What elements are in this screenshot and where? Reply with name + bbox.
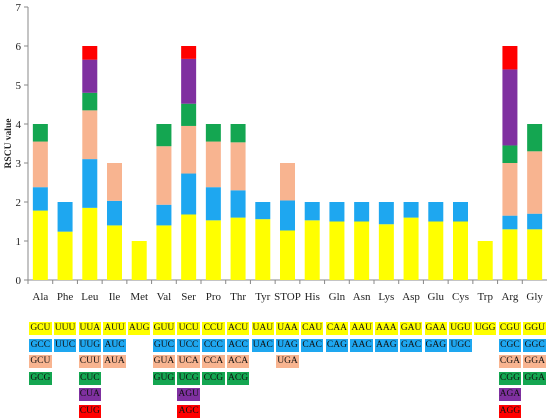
bar-segment-trp-1	[477, 241, 493, 280]
bar-segment-thr-3	[230, 142, 246, 191]
bar-segment-ala-3	[32, 141, 48, 188]
bar-segment-val-4	[156, 124, 172, 147]
bar-segment-asp-2	[403, 202, 419, 218]
bar-segment-val-3	[156, 146, 172, 205]
bar-segment-glu-2	[428, 202, 444, 222]
x-tick-label-val: Val	[157, 291, 172, 303]
bar-segment-ser-1	[181, 214, 197, 280]
bar-segment-glu-1	[428, 221, 444, 280]
bar-segment-asn-1	[354, 221, 370, 280]
bar-segment-ala-2	[32, 187, 48, 211]
bar-segment-ile-3	[107, 163, 122, 201]
bar-segment-ile-2	[107, 200, 122, 226]
bar-segment-pro-4	[205, 124, 221, 142]
bar-segment-arg-6	[502, 46, 518, 70]
bar-segment-ser-3	[181, 125, 197, 174]
x-tick-label-thr: Thr	[230, 291, 246, 303]
y-tick-label: 1	[16, 236, 22, 248]
x-tick-label-met: Met	[130, 291, 148, 303]
bar-segment-stop-3	[280, 163, 295, 201]
x-tick-label-gln: Gln	[329, 291, 346, 303]
x-tick-label-stop: STOP	[274, 291, 301, 303]
bar-segment-asp-1	[403, 217, 419, 280]
bar-segment-leu-2	[82, 159, 98, 208]
bar-segment-arg-4	[502, 145, 518, 163]
bar-segment-gly-2	[527, 213, 543, 230]
bar-segment-leu-4	[82, 92, 98, 111]
bar-segment-gln-1	[329, 221, 345, 280]
bar-segment-leu-5	[82, 59, 98, 93]
bar-segment-lys-1	[378, 224, 394, 280]
x-tick-label-arg: Arg	[501, 291, 518, 303]
y-axis-title: RSCU value	[4, 119, 14, 169]
y-tick-label: 5	[16, 80, 22, 92]
y-tick-label: 7	[16, 2, 22, 14]
x-tick-label-pro: Pro	[206, 291, 222, 303]
x-tick-label-asn: Asn	[353, 291, 371, 303]
bar-segment-thr-2	[230, 190, 246, 218]
bar-segment-ser-5	[181, 58, 197, 104]
bar-segment-pro-3	[205, 141, 221, 188]
bar-segment-gly-3	[527, 151, 543, 214]
bar-segment-pro-2	[205, 187, 221, 221]
y-tick-label: 0	[16, 275, 22, 287]
bar-segment-arg-2	[502, 215, 518, 230]
bar-segment-phe-1	[57, 231, 73, 280]
x-tick-label-glu: Glu	[428, 291, 445, 303]
bar-segment-lys-2	[378, 202, 394, 225]
bar-segment-tyr-1	[255, 219, 271, 280]
bar-segment-tyr-2	[255, 202, 271, 220]
bar-segment-gln-2	[329, 202, 345, 222]
bar-segment-phe-2	[57, 202, 73, 232]
bar-segment-gly-4	[527, 124, 543, 152]
bar-segment-arg-5	[502, 69, 518, 146]
bar-segment-his-1	[304, 220, 320, 280]
y-tick-label: 4	[16, 119, 22, 131]
bar-segment-val-1	[156, 225, 172, 280]
bar-segment-stop-2	[280, 200, 295, 231]
bar-segment-ile-1	[107, 225, 122, 280]
x-tick-label-cys: Cys	[452, 291, 469, 303]
x-tick-label-ala: Ala	[32, 291, 48, 303]
bar-segment-his-2	[304, 202, 320, 221]
x-tick-label-phe: Phe	[57, 291, 74, 303]
x-tick-label-leu: Leu	[81, 291, 99, 303]
bar-segment-leu-6	[82, 46, 98, 60]
bar-segment-asn-2	[354, 202, 370, 222]
bar-segment-thr-4	[230, 124, 246, 143]
x-tick-label-trp: Trp	[477, 291, 493, 303]
bar-segment-stop-1	[280, 230, 295, 280]
x-tick-label-lys: Lys	[378, 291, 394, 303]
bar-segment-ser-4	[181, 103, 197, 126]
y-tick-label: 6	[16, 41, 22, 53]
bar-segment-arg-1	[502, 229, 518, 280]
bar-segment-val-2	[156, 204, 172, 226]
bar-segment-cys-2	[453, 202, 468, 222]
bar-segment-leu-3	[82, 110, 98, 160]
x-tick-label-gly: Gly	[526, 291, 543, 303]
bar-segment-met-1	[131, 241, 147, 280]
bar-segment-gly-1	[527, 229, 543, 280]
bar-segment-thr-1	[230, 217, 246, 280]
bar-segment-ser-6	[181, 46, 197, 59]
bar-segment-cys-1	[453, 221, 468, 280]
bar-segment-arg-3	[502, 163, 518, 216]
bar-segment-pro-1	[205, 220, 221, 280]
bar-segment-leu-1	[82, 207, 98, 280]
bar-segment-ala-1	[32, 210, 48, 280]
x-tick-label-ser: Ser	[181, 291, 196, 303]
y-tick-label: 2	[16, 197, 22, 209]
y-tick-label: 3	[16, 158, 22, 170]
x-tick-label-asp: Asp	[402, 291, 420, 303]
x-tick-label-his: His	[305, 291, 320, 303]
bar-segment-ser-2	[181, 173, 197, 215]
x-tick-label-tyr: Tyr	[255, 291, 270, 303]
x-tick-label-ile: Ile	[109, 291, 121, 303]
bar-segment-ala-4	[32, 124, 48, 142]
